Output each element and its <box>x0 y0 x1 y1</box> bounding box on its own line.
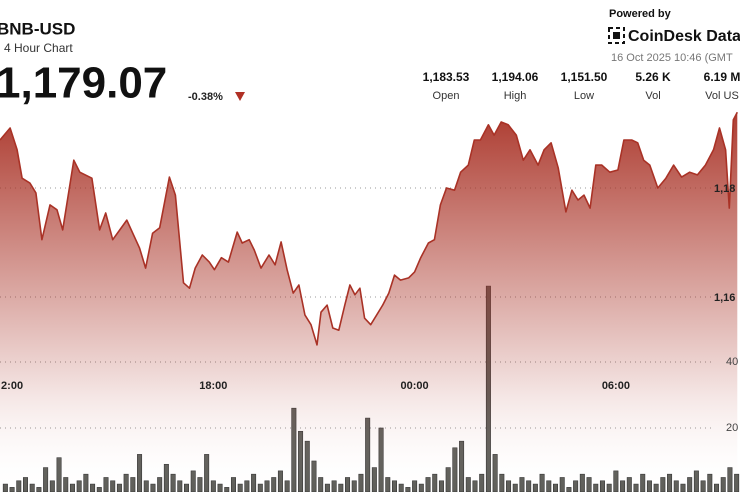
x-tick-label: 2:00 <box>1 380 23 392</box>
y2-tick-label: 40 <box>726 356 738 368</box>
stat-label: High <box>504 90 527 102</box>
stat-label: Open <box>433 90 460 102</box>
powered-by: Powered by <box>609 8 672 20</box>
stat-label: Vol <box>645 90 660 102</box>
x-tick-label: 00:00 <box>401 380 429 392</box>
stat-value: 6.19 M <box>704 70 740 84</box>
x-tick-label: 18:00 <box>199 380 227 392</box>
y2-tick-label: 20 <box>726 422 738 434</box>
stat-value: 1,183.53 <box>423 70 470 84</box>
x-tick-label: 06:00 <box>602 380 630 392</box>
last-price: 1,179.07 <box>0 59 167 108</box>
header: BNB-USD 4 Hour Chart 1,179.07 -0.38% Pow… <box>0 8 740 108</box>
stat-value: 1,151.50 <box>561 70 608 84</box>
stat-label: Vol US <box>705 90 739 102</box>
timestamp: 16 Oct 2025 10:46 (GMT <box>611 52 733 64</box>
y-tick-label: 1,18 <box>714 183 735 195</box>
stat-label: Low <box>574 90 594 102</box>
down-arrow <box>235 92 245 101</box>
plot-area: 2:00 18:00 00:00 06:00 1,16 1,18 20 40 <box>0 111 740 492</box>
stat-value: 5.26 K <box>635 70 671 84</box>
chart-subtitle: 4 Hour Chart <box>4 41 73 55</box>
y-tick-label: 1,16 <box>714 292 735 304</box>
price-area <box>0 112 738 492</box>
price-line <box>0 111 739 346</box>
brand-name: CoinDesk Data <box>628 28 740 45</box>
chart-title: BNB-USD <box>0 19 75 38</box>
stat-value: 1,194.06 <box>492 70 539 84</box>
brand-logo <box>608 27 625 44</box>
price-change: -0.38% <box>188 91 223 103</box>
